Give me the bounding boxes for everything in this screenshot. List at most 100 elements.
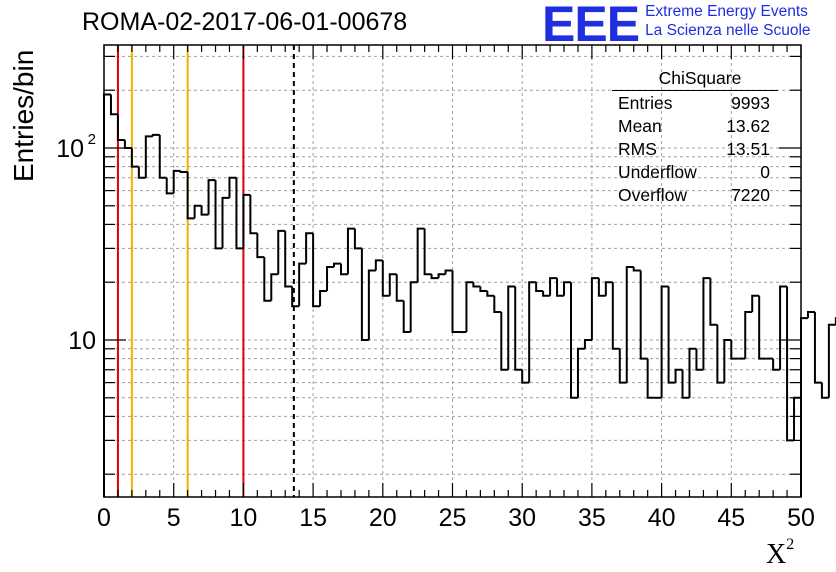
histogram-bin — [144, 135, 153, 178]
histogram-bin — [479, 286, 488, 292]
logo-text: Extreme Energy Events La Scienza nelle S… — [645, 2, 810, 40]
histogram-bin — [549, 277, 558, 296]
x-tick-label: 5 — [167, 504, 181, 532]
stats-row: RMS 13.51 — [612, 139, 778, 162]
stats-label: Overflow — [618, 185, 688, 205]
logo-mark: EEE — [542, 0, 640, 52]
histogram-bin — [563, 281, 571, 296]
stats-box: ChiSquare Entries 9993 Mean 13.62 RMS 13.51… — [612, 68, 778, 208]
x-tick-label: 25 — [439, 504, 467, 532]
histogram-bin — [625, 265, 634, 383]
histogram-bin — [193, 204, 202, 219]
stats-box-divider — [612, 90, 778, 91]
histogram-bin — [360, 248, 369, 341]
histogram-bin — [514, 286, 523, 371]
histogram-bin — [172, 169, 181, 194]
histogram-bin — [528, 281, 537, 383]
histogram-bin — [284, 230, 293, 288]
histogram-bin — [353, 228, 362, 250]
x-tick-label: 0 — [97, 504, 111, 532]
histogram-bin — [590, 277, 599, 340]
histogram-bin — [402, 300, 411, 334]
histogram-bin — [116, 114, 125, 142]
histogram-bin — [416, 227, 425, 283]
x-tick-label: 50 — [787, 504, 815, 532]
chart-title: ROMA-02-2017-06-01-00678 — [82, 8, 408, 36]
histogram-bin — [786, 286, 795, 442]
histogram-bin — [291, 286, 300, 308]
histogram-bin — [221, 196, 230, 249]
histogram-bin — [214, 180, 223, 250]
histogram-bin — [674, 368, 683, 383]
marker-lines-layer — [116, 45, 295, 497]
histogram-bin — [681, 369, 690, 399]
x-tick-label: 20 — [369, 504, 397, 532]
histogram-bin — [312, 233, 321, 308]
x-tick-label: 10 — [229, 504, 257, 532]
stats-value: 9993 — [731, 93, 770, 113]
histogram-bin — [500, 311, 509, 371]
histogram-bin — [556, 278, 565, 297]
histogram-bin — [813, 311, 822, 384]
histogram-bin — [109, 94, 118, 116]
eee-logo: EEE Extreme Energy Events La Scienza nel… — [542, 0, 811, 52]
stats-label: Mean — [618, 116, 662, 136]
histogram-bin — [820, 382, 829, 399]
logo-line-1: Extreme Energy Events — [645, 3, 808, 20]
stats-label: Entries — [618, 93, 673, 113]
histogram-bin — [583, 339, 592, 349]
histogram-bin — [423, 228, 432, 276]
stats-value: 13.51 — [726, 139, 770, 159]
stats-box-name: ChiSquare — [658, 68, 742, 88]
histogram-bin — [381, 260, 390, 297]
histogram-bin — [256, 233, 265, 259]
histogram-bin — [597, 278, 606, 297]
histogram-bin — [695, 348, 704, 371]
histogram-bin — [333, 262, 341, 267]
x-axis-label: X2 — [766, 536, 794, 571]
y-axis-label: Entries/bin — [8, 49, 39, 182]
histogram-bin — [716, 324, 725, 384]
grid-layer — [104, 45, 801, 497]
histogram-bin — [702, 277, 711, 370]
histogram-bin — [103, 93, 111, 497]
histogram-bin — [395, 274, 404, 302]
histogram-bin — [186, 171, 195, 220]
histogram-bin — [437, 273, 446, 279]
histogram-bin — [486, 290, 495, 297]
histogram-bin — [758, 295, 767, 360]
stats-label: Underflow — [618, 162, 697, 182]
histogram-bin — [723, 339, 732, 383]
histogram-bin — [576, 347, 585, 398]
histogram-bin — [430, 274, 439, 280]
y-tick-label-exponent: 2 — [88, 131, 96, 148]
x-axis-label-exponent: 2 — [786, 536, 795, 553]
x-axis-label-base: X — [766, 539, 787, 570]
histogram-bin — [130, 148, 139, 168]
histogram-bin — [339, 263, 348, 276]
stats-row: Overflow 7220 — [612, 185, 778, 208]
histogram-bin — [305, 232, 314, 264]
histogram-bin — [179, 170, 188, 173]
histogram-bin — [298, 262, 307, 307]
histogram-bin — [319, 289, 328, 307]
histogram-bin — [660, 285, 669, 398]
stats-value: 7220 — [731, 185, 770, 205]
stats-row: Entries 9993 — [612, 93, 778, 116]
histogram-bin — [611, 282, 620, 350]
stats-row: Underflow 0 — [612, 162, 778, 185]
logo-line-2: La Scienza nelle Scuole — [645, 22, 811, 39]
histogram-bin — [793, 396, 801, 441]
histogram-bin — [472, 282, 481, 288]
histogram-bin — [800, 317, 808, 398]
stats-value: 0 — [760, 162, 770, 182]
histogram-bin — [263, 257, 272, 302]
x-tick-label: 40 — [648, 504, 676, 532]
histogram-bin — [228, 176, 237, 198]
histogram-bin — [207, 179, 216, 215]
histogram-bin — [388, 273, 397, 296]
histogram-bin — [827, 323, 836, 398]
histogram-bin — [465, 281, 474, 333]
histogram-bin — [235, 177, 244, 250]
